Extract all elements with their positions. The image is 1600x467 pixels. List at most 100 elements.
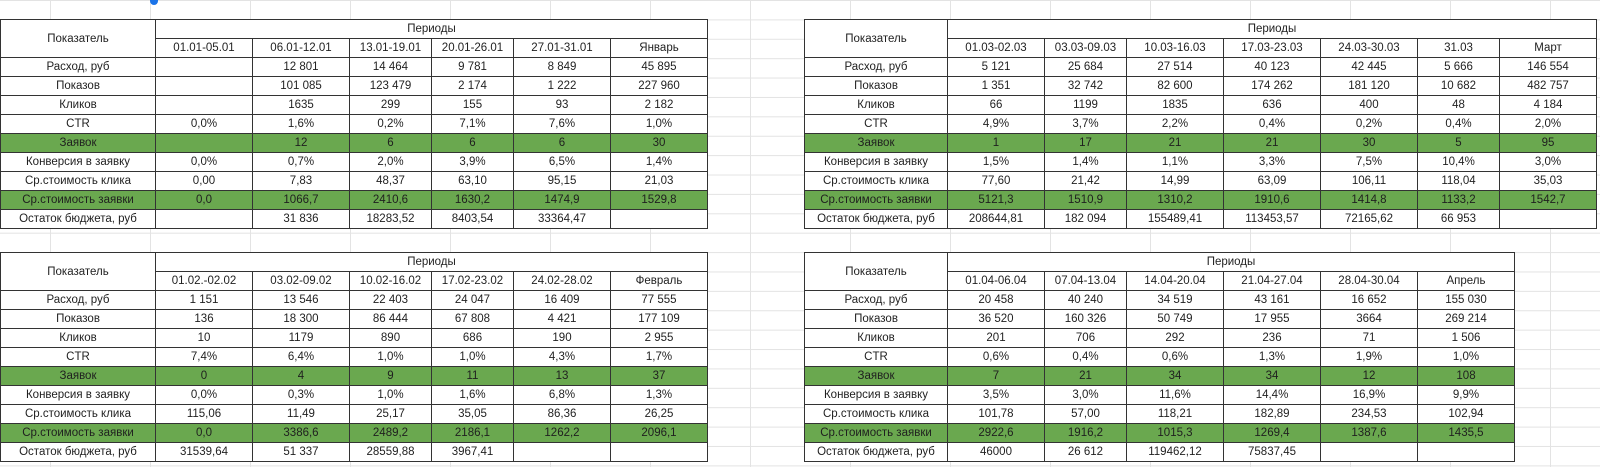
data-cell[interactable]: 7,4% [155,347,253,367]
data-cell[interactable]: 63,10 [431,171,514,191]
period-column-header[interactable]: 17.02-23.02 [431,271,514,291]
data-cell[interactable]: 1630,2 [431,190,514,210]
data-cell[interactable]: 12 801 [252,57,350,77]
data-cell[interactable]: 40 123 [1223,57,1321,77]
data-cell[interactable]: 155489,41 [1126,209,1224,229]
data-cell[interactable]: 11,49 [252,404,350,424]
data-cell[interactable]: 1179 [252,328,350,348]
data-cell[interactable]: 12 [252,133,350,153]
data-cell[interactable]: 9,9% [1417,385,1515,405]
data-cell[interactable]: 7,1% [431,114,514,134]
periods-header[interactable]: Периоды [947,252,1515,272]
data-cell[interactable]: 1 151 [155,290,253,310]
data-cell[interactable]: 1,9% [1320,347,1418,367]
row-label[interactable]: Конверсия в заявку [804,152,948,172]
data-cell[interactable]: 32 742 [1044,76,1127,96]
data-cell[interactable]: 1,0% [1417,347,1515,367]
data-cell[interactable] [513,442,611,462]
data-cell[interactable]: 1,4% [610,152,708,172]
data-cell[interactable]: 43 161 [1223,290,1321,310]
data-cell[interactable]: 136 [155,309,253,329]
data-cell[interactable]: 190 [513,328,611,348]
data-cell[interactable]: 14 464 [349,57,432,77]
data-cell[interactable]: 1,3% [1223,347,1321,367]
data-cell[interactable]: 1 222 [513,76,611,96]
row-label[interactable]: Кликов [804,95,948,115]
period-column-header[interactable]: 01.04-06.04 [947,271,1045,291]
period-column-header[interactable]: 06.01-12.01 [252,38,350,58]
data-cell[interactable]: 2 174 [431,76,514,96]
data-cell[interactable]: 0,2% [349,114,432,134]
data-cell[interactable]: 30 [610,133,708,153]
data-cell[interactable]: 6 [349,133,432,153]
indicator-header[interactable]: Показатель [0,252,156,291]
data-cell[interactable]: 2410,6 [349,190,432,210]
data-cell[interactable]: 40 240 [1044,290,1127,310]
data-cell[interactable]: 1,5% [947,152,1045,172]
data-cell[interactable]: 21 [1126,133,1224,153]
periods-header[interactable]: Периоды [155,252,708,272]
row-label[interactable]: Остаток бюджета, руб [804,209,948,229]
data-cell[interactable]: 1066,7 [252,190,350,210]
data-cell[interactable]: 37 [610,366,708,386]
data-cell[interactable]: 2489,2 [349,423,432,443]
data-cell[interactable]: 2,0% [349,152,432,172]
data-cell[interactable]: 31 836 [252,209,350,229]
data-cell[interactable]: 118,04 [1417,171,1500,191]
period-column-header[interactable]: 01.02.-02.02 [155,271,253,291]
data-cell[interactable]: 236 [1223,328,1321,348]
data-cell[interactable]: 34 [1126,366,1224,386]
data-cell[interactable]: 46000 [947,442,1045,462]
data-cell[interactable]: 1916,2 [1044,423,1127,443]
data-cell[interactable]: 4 [252,366,350,386]
data-cell[interactable]: 0,0% [155,385,253,405]
period-column-header[interactable]: 17.03-23.03 [1223,38,1321,58]
data-cell[interactable]: 181 120 [1320,76,1418,96]
period-column-header[interactable]: 20.01-26.01 [431,38,514,58]
data-cell[interactable]: 3,0% [1044,385,1127,405]
data-cell[interactable]: 18 300 [252,309,350,329]
data-cell[interactable]: 7 [947,366,1045,386]
data-cell[interactable]: 12 [1320,366,1418,386]
data-cell[interactable]: 3,7% [1044,114,1127,134]
data-cell[interactable]: 10,4% [1417,152,1500,172]
data-cell[interactable]: 1,0% [431,347,514,367]
data-cell[interactable]: 24 047 [431,290,514,310]
row-label[interactable]: Ср.стоимость заявки [0,190,156,210]
data-cell[interactable]: 1,1% [1126,152,1224,172]
data-cell[interactable]: 2,2% [1126,114,1224,134]
data-cell[interactable]: 77,60 [947,171,1045,191]
data-cell[interactable]: 51 337 [252,442,350,462]
data-cell[interactable]: 2 955 [610,328,708,348]
period-column-header[interactable]: 31.03 [1417,38,1500,58]
data-cell[interactable]: 10 [155,328,253,348]
data-cell[interactable]: 146 554 [1499,57,1597,77]
data-cell[interactable]: 30 [1320,133,1418,153]
row-label[interactable]: Заявок [0,366,156,386]
data-cell[interactable]: 13 [513,366,611,386]
indicator-header[interactable]: Показатель [804,252,948,291]
period-column-header[interactable]: 13.01-19.01 [349,38,432,58]
data-cell[interactable]: 2,0% [1499,114,1597,134]
data-cell[interactable]: 1133,2 [1417,190,1500,210]
row-label[interactable]: Расход, руб [804,57,948,77]
data-cell[interactable]: 1310,2 [1126,190,1224,210]
data-cell[interactable] [1320,442,1418,462]
data-cell[interactable]: 1262,2 [513,423,611,443]
data-cell[interactable]: 36 520 [947,309,1045,329]
data-cell[interactable]: 0,00 [155,171,253,191]
data-cell[interactable]: 1 506 [1417,328,1515,348]
indicator-header[interactable]: Показатель [0,19,156,58]
data-cell[interactable]: 8403,54 [431,209,514,229]
data-cell[interactable]: 182 094 [1044,209,1127,229]
data-cell[interactable]: 22 403 [349,290,432,310]
data-cell[interactable]: 0,3% [252,385,350,405]
data-cell[interactable]: 1199 [1044,95,1127,115]
data-cell[interactable]: 31539,64 [155,442,253,462]
data-cell[interactable]: 86 444 [349,309,432,329]
data-cell[interactable]: 4 184 [1499,95,1597,115]
data-cell[interactable] [155,95,253,115]
data-cell[interactable]: 66 953 [1417,209,1500,229]
row-label[interactable]: Остаток бюджета, руб [0,209,156,229]
row-label[interactable]: Кликов [804,328,948,348]
